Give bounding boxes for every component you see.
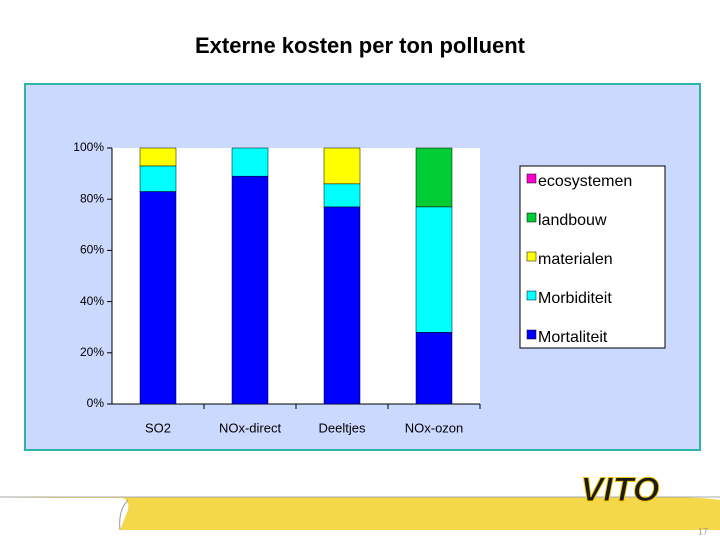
legend-swatch — [526, 251, 537, 262]
x-tick-label: NOx-direct — [219, 420, 282, 435]
y-tick-label: 40% — [80, 294, 104, 308]
footer-curve — [119, 499, 129, 531]
y-tick-label: 60% — [80, 243, 104, 257]
legend-label: Mortaliteit — [538, 329, 608, 346]
legend-swatch — [526, 329, 537, 340]
y-tick-label: 0% — [87, 396, 105, 410]
legend-label: materialen — [538, 251, 613, 268]
legend-swatch — [526, 173, 537, 184]
y-tick-label: 100% — [73, 140, 104, 154]
slide-title: Externe kosten per ton polluent — [195, 33, 526, 58]
bar-segment — [323, 206, 361, 405]
x-tick-label: Deeltjes — [319, 420, 366, 435]
legend-box — [519, 165, 666, 349]
bar-segment — [139, 191, 177, 405]
logo: VITO — [581, 471, 660, 509]
x-tick-label: NOx-ozon — [405, 420, 464, 435]
legend-label: landbouw — [538, 212, 607, 229]
legend-swatch — [526, 212, 537, 223]
bar-segment — [231, 147, 269, 177]
bar-segment — [231, 175, 269, 405]
bar-segment — [139, 147, 177, 167]
bar-segment — [323, 147, 361, 185]
bar-segment — [323, 183, 361, 208]
bar-segment — [415, 147, 453, 208]
y-tick-label: 20% — [80, 345, 104, 359]
bar-segment — [415, 206, 453, 333]
y-tick-label: 80% — [80, 191, 104, 205]
bar-segment — [139, 165, 177, 192]
footer-band — [0, 497, 720, 530]
legend-swatch — [526, 290, 537, 301]
page-number: 17 — [698, 526, 708, 536]
x-tick-label: SO2 — [145, 420, 171, 435]
legend-label: ecosystemen — [538, 173, 632, 190]
bar-segment — [415, 332, 453, 405]
legend-label: Morbiditeit — [538, 290, 612, 307]
